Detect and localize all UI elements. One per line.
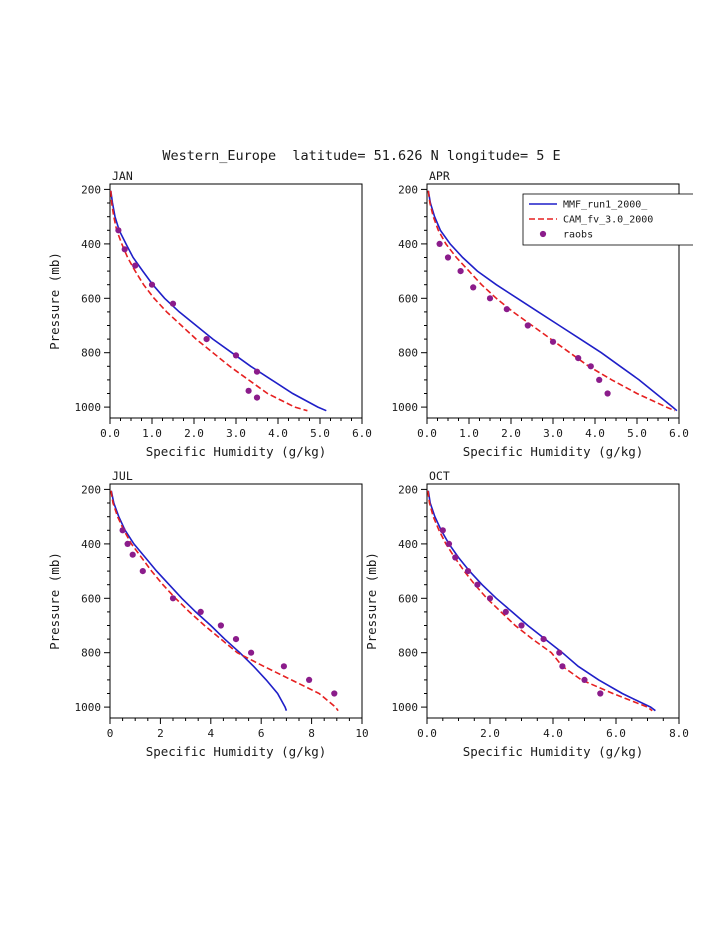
y-tick-label: 800 — [81, 647, 101, 660]
x-tick-label: 4.0 — [585, 427, 605, 440]
mmf-line — [427, 190, 678, 412]
y-tick-label: 200 — [81, 483, 101, 496]
legend-label: CAM_fv_3.0_2000 — [563, 215, 653, 226]
raobs-points — [115, 227, 261, 401]
x-tick-label: 0.0 — [417, 427, 437, 440]
y-axis-ticks: 200 400 600 800 1000 — [75, 483, 110, 714]
y-tick-label: 800 — [398, 347, 418, 360]
y-tick-label: 400 — [398, 538, 418, 551]
plot-frame — [109, 483, 363, 719]
y-tick-label: 1000 — [392, 701, 419, 714]
panel-apr: 0.0 1.0 2.0 3.0 4.0 5.0 6.0 200 400 600 800 1000 MMF… — [363, 168, 723, 468]
x-tick-label: 3.0 — [543, 427, 563, 440]
legend-raobs-dot — [539, 230, 547, 238]
plot-frame — [426, 483, 680, 719]
y-tick-label: 400 — [398, 238, 418, 251]
y-tick-label: 200 — [81, 183, 101, 196]
chart-oct: 0.0 2.0 4.0 6.0 8.0 200 400 600 800 1000 OCT Specif… — [364, 469, 689, 759]
chart-jan: 0.0 1.0 2.0 3.0 4.0 5.0 6.0 200 400 600 800 1000 JAN… — [47, 169, 372, 459]
x-axis-label: Specific Humidity (g/kg) — [463, 744, 644, 759]
y-tick-label: 800 — [81, 347, 101, 360]
legend-label: MMF_run1_2000_ — [563, 200, 648, 211]
x-tick-label: 2.0 — [501, 427, 521, 440]
x-axis-ticks: 0.0 1.0 2.0 3.0 4.0 5.0 6.0 — [100, 418, 372, 440]
chart-apr: 0.0 1.0 2.0 3.0 4.0 5.0 6.0 200 400 600 800 1000 MMF… — [392, 169, 723, 459]
x-tick-label: 1.0 — [142, 427, 162, 440]
x-tick-label: 1.0 — [459, 427, 479, 440]
x-tick-label: 8.0 — [669, 727, 689, 740]
panel-oct: 0.0 2.0 4.0 6.0 8.0 200 400 600 800 1000 OCT Specif… — [363, 468, 693, 768]
y-axis-ticks: 200 400 600 800 1000 — [75, 183, 110, 414]
x-tick-label: 2.0 — [184, 427, 204, 440]
x-tick-label: 4.0 — [543, 727, 563, 740]
y-tick-label: 600 — [81, 292, 101, 305]
x-tick-label: 6 — [258, 727, 265, 740]
panel-month-title: OCT — [429, 469, 450, 483]
raobs-points — [439, 527, 604, 697]
panel-month-title: APR — [429, 169, 450, 183]
page-title: Western_Europe latitude= 51.626 N longit… — [162, 148, 561, 164]
raobs-points — [436, 240, 611, 397]
cam-line — [110, 490, 339, 712]
panel-jan: 0.0 1.0 2.0 3.0 4.0 5.0 6.0 200 400 600 800 1000 JAN… — [46, 168, 376, 468]
y-axis-label: Pressure (mb) — [47, 252, 62, 350]
y-tick-label: 1000 — [392, 401, 419, 414]
x-tick-label: 8 — [308, 727, 315, 740]
y-axis-ticks: 200 400 600 800 1000 — [392, 183, 427, 414]
panel-month-title: JUL — [112, 469, 133, 483]
y-tick-label: 600 — [398, 292, 418, 305]
x-tick-label: 3.0 — [226, 427, 246, 440]
x-tick-label: 6.0 — [352, 427, 372, 440]
cam-line — [110, 190, 308, 412]
y-axis-ticks: 200 400 600 800 1000 — [392, 483, 427, 714]
y-tick-label: 200 — [398, 183, 418, 196]
x-axis-label: Specific Humidity (g/kg) — [146, 744, 327, 759]
x-tick-label: 2.0 — [480, 727, 500, 740]
y-tick-label: 1000 — [75, 701, 102, 714]
raobs-points — [119, 527, 338, 697]
panel-month-title: JAN — [112, 169, 133, 183]
x-tick-label: 2 — [157, 727, 164, 740]
mmf-line — [110, 190, 327, 412]
x-tick-label: 6.0 — [606, 727, 626, 740]
panel-jul: 0 2 4 6 8 10 200 400 600 800 1000 JUL Specific Humid… — [46, 468, 376, 768]
y-axis-label: Pressure (mb) — [364, 552, 379, 650]
mmf-line — [427, 490, 656, 712]
y-axis-label: Pressure (mb) — [47, 552, 62, 650]
y-tick-label: 400 — [81, 538, 101, 551]
cam-line — [427, 490, 653, 712]
plot-frame — [109, 183, 363, 419]
y-tick-label: 600 — [81, 592, 101, 605]
y-tick-label: 800 — [398, 647, 418, 660]
chart-jul: 0 2 4 6 8 10 200 400 600 800 1000 JUL Specific Humid… — [47, 469, 369, 759]
y-tick-label: 200 — [398, 483, 418, 496]
x-tick-label: 4 — [207, 727, 214, 740]
x-tick-label: 4.0 — [268, 427, 288, 440]
mmf-line — [110, 490, 288, 711]
legend-label: raobs — [563, 230, 593, 241]
x-tick-label: 5.0 — [310, 427, 330, 440]
cam-line — [427, 190, 676, 412]
x-tick-label: 0 — [107, 727, 114, 740]
x-axis-ticks: 0 2 4 6 8 10 — [107, 718, 369, 740]
y-tick-label: 600 — [398, 592, 418, 605]
x-axis-label: Specific Humidity (g/kg) — [463, 444, 644, 459]
y-tick-label: 1000 — [75, 401, 102, 414]
y-tick-label: 400 — [81, 238, 101, 251]
x-tick-label: 6.0 — [669, 427, 689, 440]
x-tick-label: 10 — [355, 727, 368, 740]
x-tick-label: 0.0 — [417, 727, 437, 740]
x-tick-label: 5.0 — [627, 427, 647, 440]
x-axis-label: Specific Humidity (g/kg) — [146, 444, 327, 459]
x-axis-ticks: 0.0 2.0 4.0 6.0 8.0 — [417, 718, 689, 740]
x-axis-ticks: 0.0 1.0 2.0 3.0 4.0 5.0 6.0 — [417, 418, 689, 440]
x-tick-label: 0.0 — [100, 427, 120, 440]
